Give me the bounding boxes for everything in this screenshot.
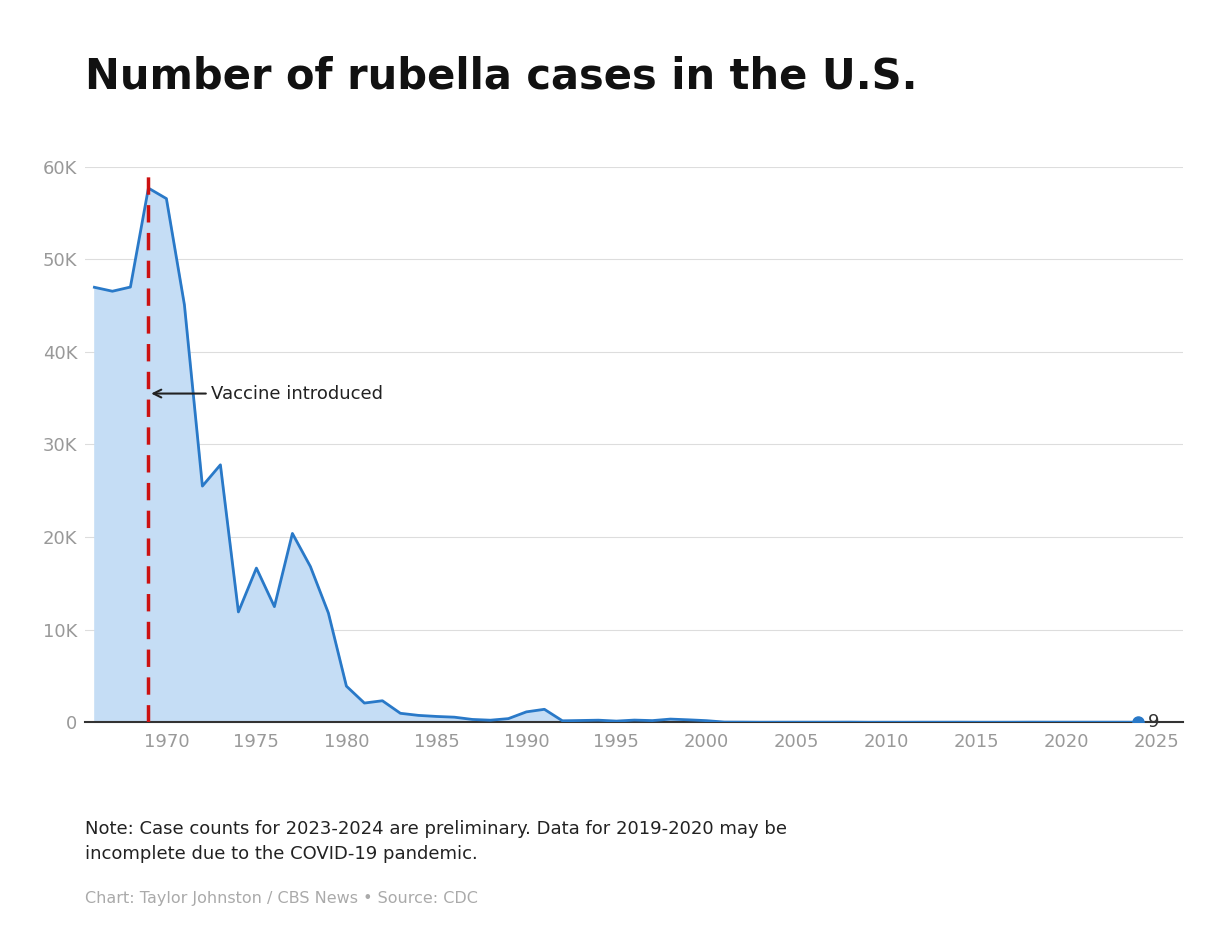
- Text: Vaccine introduced: Vaccine introduced: [154, 384, 383, 403]
- Text: Note: Case counts for 2023-2024 are preliminary. Data for 2019-2020 may be
incom: Note: Case counts for 2023-2024 are prel…: [85, 820, 787, 862]
- Text: Number of rubella cases in the U.S.: Number of rubella cases in the U.S.: [85, 56, 917, 97]
- Text: 9: 9: [1147, 713, 1159, 732]
- Text: Chart: Taylor Johnston / CBS News • Source: CDC: Chart: Taylor Johnston / CBS News • Sour…: [85, 891, 478, 906]
